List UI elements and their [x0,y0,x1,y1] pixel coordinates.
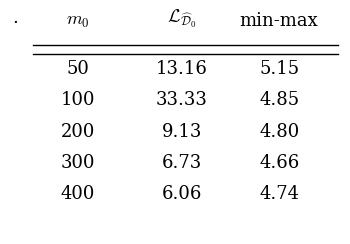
Text: min-max: min-max [240,12,318,30]
Text: 4.80: 4.80 [259,123,299,141]
Text: 100: 100 [61,91,95,109]
Text: 4.66: 4.66 [259,154,299,172]
Text: 50: 50 [66,60,89,78]
Text: 33.33: 33.33 [156,91,208,109]
Text: 9.13: 9.13 [162,123,202,141]
Text: $m_0$: $m_0$ [66,12,90,30]
Text: 400: 400 [61,185,95,203]
Text: 6.06: 6.06 [162,185,202,203]
Text: 300: 300 [61,154,95,172]
Text: 6.73: 6.73 [162,154,202,172]
Text: 4.85: 4.85 [259,91,299,109]
Text: 5.15: 5.15 [259,60,299,78]
Text: 4.74: 4.74 [259,185,299,203]
Text: .: . [12,9,18,27]
Text: $\mathcal{L}_{\widehat{\mathcal{D}}_0}$: $\mathcal{L}_{\widehat{\mathcal{D}}_0}$ [167,8,197,30]
Text: 13.16: 13.16 [156,60,208,78]
Text: 200: 200 [61,123,95,141]
